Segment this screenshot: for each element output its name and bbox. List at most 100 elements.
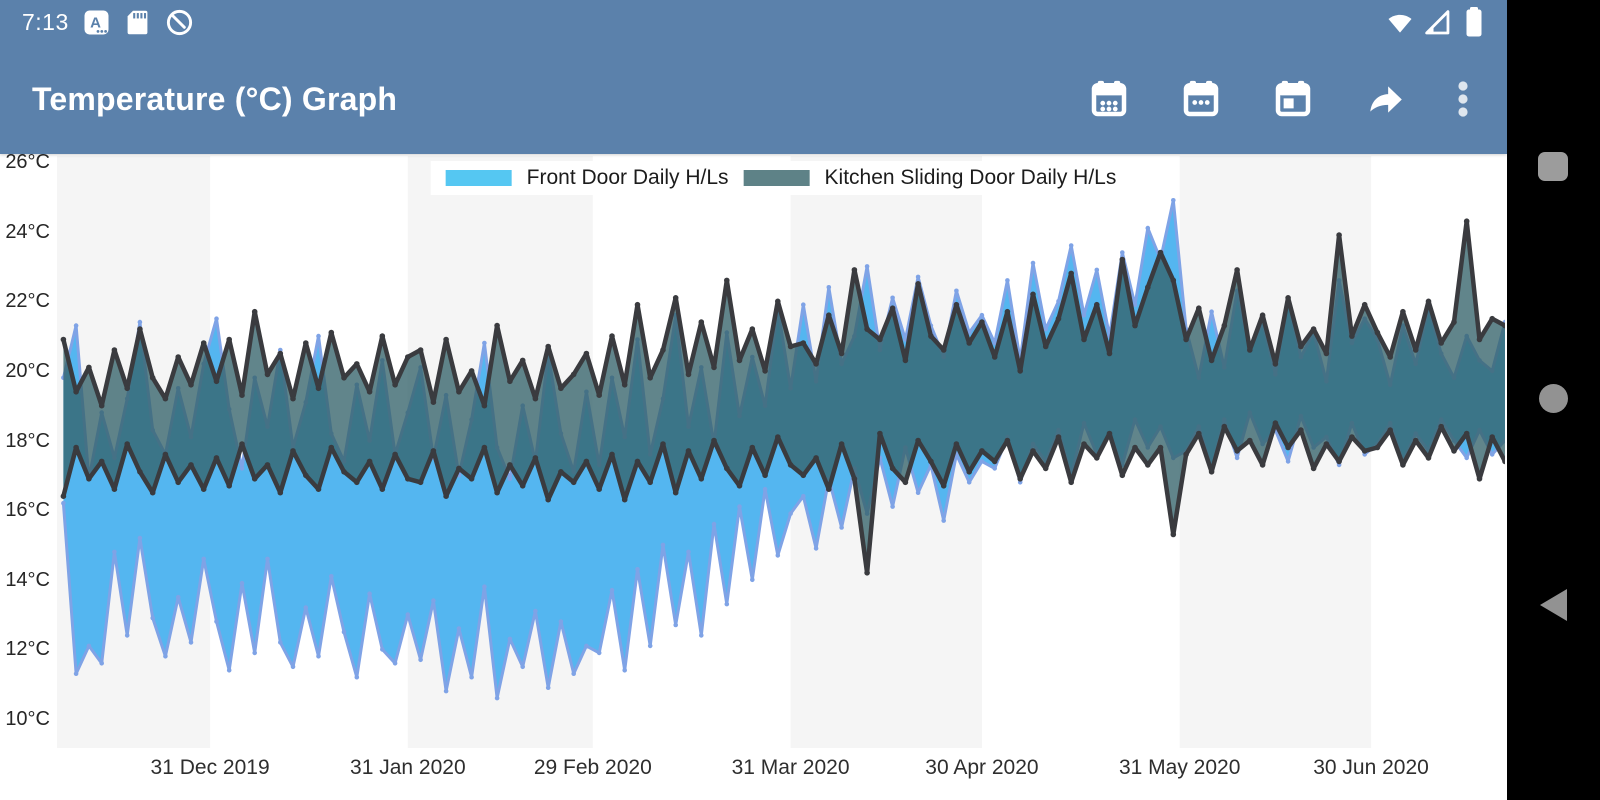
data-point [341, 375, 347, 381]
data-point [584, 643, 589, 649]
view-week-button[interactable] [1177, 75, 1225, 123]
data-point [1196, 430, 1202, 437]
android-q-icon [166, 9, 192, 35]
legend-swatch [743, 170, 810, 186]
data-point [278, 640, 283, 645]
data-point [711, 364, 717, 371]
data-point [430, 399, 437, 405]
data-point [431, 598, 436, 603]
data-point [801, 493, 806, 499]
data-point [1042, 465, 1049, 472]
view-month-button[interactable] [1085, 75, 1133, 123]
data-point [137, 319, 143, 325]
data-point [787, 343, 794, 350]
data-point [992, 466, 997, 471]
data-point [1349, 434, 1355, 440]
y-axis-label: 10°C [5, 708, 50, 730]
data-point [99, 661, 104, 666]
data-point [214, 619, 219, 624]
data-point [124, 633, 130, 638]
data-point [838, 441, 845, 447]
data-point [1170, 277, 1177, 284]
data-point [953, 301, 960, 308]
data-point [507, 462, 513, 468]
y-axis-label: 24°C [5, 220, 50, 243]
svg-text:A: A [90, 14, 101, 31]
data-point [1259, 312, 1266, 318]
data-point [1030, 448, 1036, 454]
legend-label: Kitchen Sliding Door Daily H/Ls [824, 166, 1117, 189]
data-point [1106, 350, 1113, 357]
data-point [1272, 420, 1279, 426]
home-button[interactable] [1539, 384, 1568, 413]
data-point [634, 301, 641, 308]
recents-button[interactable] [1538, 152, 1568, 181]
data-point [877, 336, 883, 343]
data-point [1081, 336, 1087, 343]
data-point [826, 312, 832, 318]
data-point [252, 650, 257, 656]
data-point [1132, 444, 1138, 451]
y-axis-label: 22°C [5, 290, 50, 313]
data-point [1145, 284, 1151, 291]
data-point [1234, 448, 1240, 454]
data-point [392, 382, 398, 388]
data-point [724, 277, 730, 284]
data-point [750, 577, 755, 583]
data-point [60, 336, 67, 343]
x-axis-label: 30 Apr 2020 [925, 756, 1039, 779]
overflow-menu-button[interactable] [1439, 75, 1487, 123]
data-point [596, 392, 602, 398]
data-point [545, 685, 551, 690]
data-point [1106, 430, 1113, 437]
data-point [762, 472, 768, 479]
data-point [1336, 458, 1342, 465]
data-point [1081, 441, 1087, 447]
view-day-button[interactable] [1269, 75, 1317, 123]
data-point [558, 469, 564, 475]
data-point [137, 469, 143, 475]
data-point [60, 493, 67, 500]
data-point [380, 647, 385, 652]
data-point [672, 295, 679, 301]
overflow-menu-icon [1458, 81, 1468, 117]
status-time: 7:13 [22, 8, 69, 35]
data-point [1323, 441, 1330, 447]
data-point [277, 350, 284, 357]
data-point [1489, 452, 1495, 457]
share-button[interactable] [1361, 75, 1409, 123]
y-axis-label: 14°C [5, 568, 50, 591]
plot-area[interactable] [57, 156, 1505, 748]
data-point [851, 476, 858, 482]
data-point [73, 444, 79, 451]
back-button[interactable] [1540, 589, 1567, 621]
data-point [583, 458, 590, 465]
data-point [494, 695, 500, 701]
data-point [277, 489, 284, 496]
data-point [61, 500, 66, 506]
data-point [443, 336, 449, 343]
data-point [621, 496, 628, 503]
calendar-month-icon [1091, 80, 1127, 117]
data-point [507, 378, 513, 385]
data-point [622, 668, 627, 673]
data-point [162, 395, 169, 402]
data-point [303, 605, 309, 610]
data-point [201, 556, 206, 562]
legend-swatch [445, 170, 512, 186]
data-point [1221, 423, 1228, 430]
navigation-bar [1507, 0, 1600, 800]
data-point [979, 312, 985, 318]
data-point [839, 525, 844, 530]
data-point [265, 556, 270, 562]
data-point [1094, 267, 1100, 273]
data-point [660, 542, 666, 548]
data-point [98, 402, 105, 409]
data-point [762, 368, 768, 374]
data-point [609, 333, 615, 339]
data-point [1464, 455, 1469, 461]
data-point [762, 486, 768, 492]
data-point [915, 490, 921, 496]
data-point [775, 434, 781, 440]
app-bar: 7:13 A [0, 0, 1507, 154]
